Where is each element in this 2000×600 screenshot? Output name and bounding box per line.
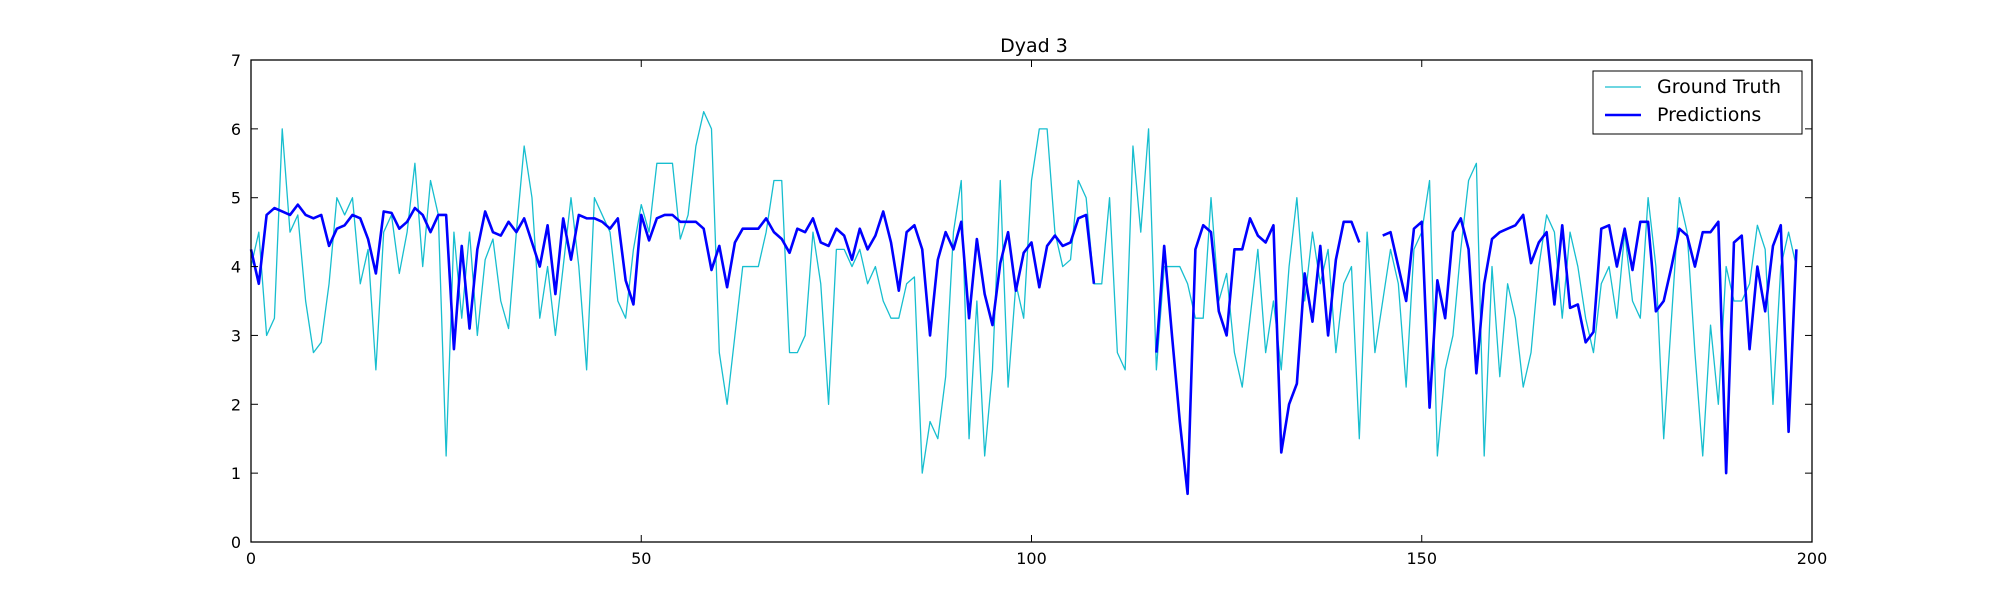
- series-line-predictions-segment-3: [1382, 213, 1798, 475]
- x-tick-label: 150: [1406, 549, 1437, 568]
- plot-area: [249, 110, 1798, 496]
- series-line-predictions-segment-1: [249, 203, 1096, 351]
- x-tick-label: 50: [631, 549, 651, 568]
- x-tick-label: 100: [1016, 549, 1047, 568]
- y-tick-label: 0: [231, 533, 241, 552]
- legend: Ground Truth Predictions: [1592, 70, 1803, 135]
- y-tick-label: 2: [231, 395, 241, 414]
- y-tick-label: 3: [231, 326, 241, 345]
- legend-label-ground-truth: Ground Truth: [1657, 76, 1781, 98]
- chart-title: Dyad 3: [1000, 35, 1068, 57]
- series-line-predictions-segment-2: [1155, 217, 1361, 496]
- y-tick-label: 4: [231, 258, 241, 277]
- legend-label-predictions: Predictions: [1657, 104, 1761, 126]
- x-tick-label: 200: [1797, 549, 1828, 568]
- y-tick-label: 6: [231, 120, 241, 139]
- y-tick-label: 1: [231, 464, 241, 483]
- x-tick-label: 0: [246, 549, 256, 568]
- y-tick-label: 7: [231, 51, 241, 70]
- y-tick-label: 5: [231, 189, 241, 208]
- series-line-ground-truth: [250, 110, 1798, 474]
- plot-frame: [250, 59, 1813, 543]
- legend-box: [1592, 70, 1803, 135]
- axis-ticks: 0 50 100 150 200 0 1 2 3 4 5 6 7: [231, 51, 1827, 568]
